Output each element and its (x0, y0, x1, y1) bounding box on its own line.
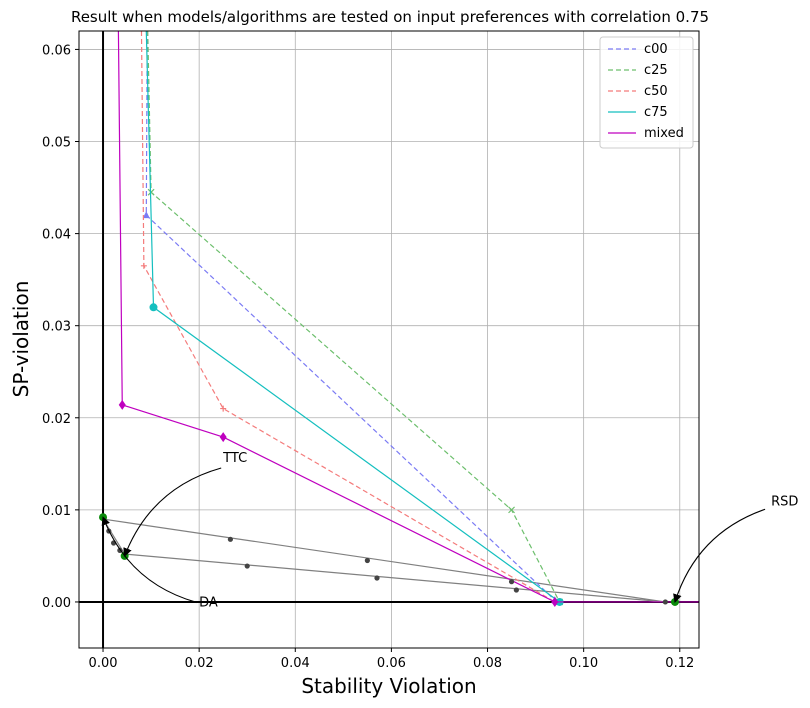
annotations: TTC DA RSD (101, 451, 798, 611)
y-tick-label: 0.03 (42, 320, 71, 335)
annotation-arrow (101, 516, 198, 604)
legend-label-mixed: mixed (644, 126, 684, 141)
gray-point (227, 536, 233, 542)
x-tick-label: 0.04 (281, 656, 310, 671)
series-point-mixed (118, 399, 126, 410)
series-point-c50 (140, 262, 147, 269)
series-point-mixed (219, 432, 227, 443)
gray-point (364, 557, 370, 564)
x-tick-label: 0.08 (473, 656, 502, 671)
reference-line (124, 553, 666, 603)
gray-point (508, 579, 515, 585)
series-point-c50 (220, 405, 227, 412)
series-point-c00 (142, 211, 150, 219)
legend-frame (599, 36, 694, 149)
x-tick-label: 0.06 (377, 656, 406, 671)
series-line-c75 (145, 31, 560, 603)
y-tick-label: 0.05 (42, 136, 71, 151)
legend-label-c75: c75 (644, 105, 668, 120)
y-tick-label: 0.00 (42, 596, 71, 611)
series-line-c25 (147, 31, 561, 603)
legend-label-c25: c25 (644, 63, 668, 78)
x-tick-label: 0.02 (185, 656, 214, 671)
annotation-arrow (123, 467, 222, 557)
y-axis-title: SP-violation (9, 281, 33, 398)
series-point-c25 (508, 506, 515, 514)
legend-label-c00: c00 (644, 42, 668, 57)
x-tick-label: 0.10 (569, 656, 598, 671)
ticks: 0.00 0.02 0.04 0.06 0.08 0.10 0.12 0.00 0.01 0.02… (42, 43, 694, 671)
series-line-c50 (140, 31, 556, 603)
x-tick-label: 0.12 (665, 656, 694, 671)
plot-frame (78, 30, 700, 649)
chart-title: Result when models/algorithms are tested… (71, 8, 709, 26)
annotation-rsd: RSD (771, 494, 798, 509)
annotation-arrow (673, 508, 766, 604)
x-tick-label: 0.00 (89, 656, 118, 671)
annotation-da: DA (199, 596, 218, 611)
gray-point (513, 587, 519, 593)
y-tick-label: 0.02 (42, 412, 71, 427)
x-axis-title: Stability Violation (301, 674, 476, 698)
series-point-c25 (147, 188, 155, 196)
reference-line (102, 518, 666, 603)
plot-area (99, 31, 699, 607)
annotation-ttc: TTC (222, 451, 247, 466)
legend-label-c50: c50 (644, 84, 668, 99)
y-tick-label: 0.06 (42, 43, 71, 58)
y-tick-label: 0.04 (42, 228, 71, 243)
y-tick-label: 0.01 (42, 504, 71, 519)
series-line-c00 (145, 31, 560, 603)
gray-point (374, 575, 380, 581)
gray-point (244, 563, 250, 569)
series-point-c75 (149, 303, 158, 312)
legend: c00 c25 c50 c75 mixed (599, 36, 694, 149)
grid (79, 31, 699, 648)
gray-point (662, 599, 668, 605)
series-point-mixed (551, 596, 559, 607)
